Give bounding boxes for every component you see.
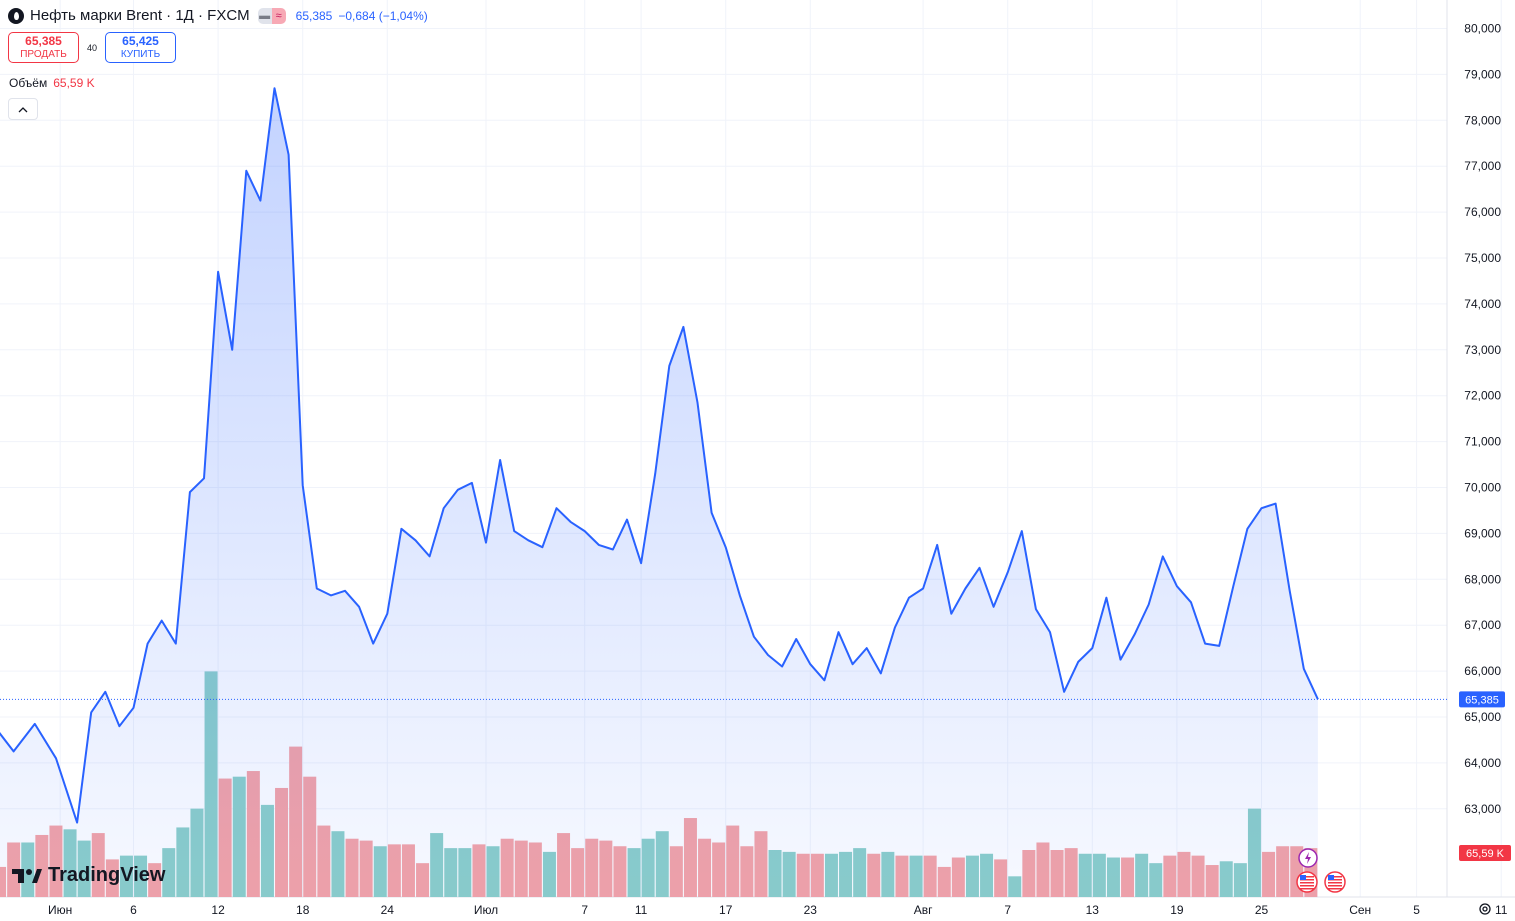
y-tick-label: 71,000 [1464,435,1501,449]
y-tick-label: 64,000 [1464,756,1501,770]
x-tick-label: 13 [1086,903,1100,917]
x-tick-label: 7 [1004,903,1011,917]
sell-label: ПРОДАТЬ [20,48,67,60]
y-tick-label: 73,000 [1464,343,1501,357]
y-tick-label: 72,000 [1464,389,1501,403]
x-tick-label: 6 [130,903,137,917]
y-tick-label: 78,000 [1464,113,1501,127]
price-line [0,87,1319,824]
sell-price: 65,385 [25,33,62,48]
y-tick-label: 79,000 [1464,67,1501,81]
y-tick-label: 66,000 [1464,664,1501,678]
y-tick-label: 69,000 [1464,526,1501,540]
last-price: 65,385 [295,8,333,23]
settings-gear-icon[interactable] [1477,901,1493,917]
x-tick-label: 25 [1255,903,1269,917]
axis-price-labels: 65,385 65,59 K [1459,691,1511,861]
x-tick-label: 11 [1495,903,1508,917]
last-volume-label: 65,59 K [1466,848,1505,860]
status-pill[interactable]: ▬ ≈ [257,7,286,24]
x-tick-label: 23 [804,903,818,917]
spread-value: 40 [86,42,97,53]
tradingview-logo[interactable]: TradingView [12,864,165,887]
price-area [0,88,1318,897]
y-tick-label: 68,000 [1464,572,1501,586]
x-tick-label: 18 [296,903,310,917]
symbol-title[interactable]: Нефть марки Brent · 1Д · FXCM [30,7,250,24]
y-tick-label: 80,000 [1464,22,1501,36]
y-axis[interactable]: 80,000 79,000 78,000 77,000 76,000 75,000 74,0… [1464,22,1501,816]
buy-button[interactable]: 65,425 КУПИТЬ [105,32,176,63]
x-tick-label: 17 [719,903,733,917]
sell-button[interactable]: 65,385 ПРОДАТЬ [8,32,79,63]
y-tick-label: 70,000 [1464,481,1501,495]
x-tick-label: Июн [48,903,72,917]
y-tick-label: 77,000 [1464,159,1501,173]
chevron-up-icon [18,106,28,112]
trade-buttons: 65,385 ПРОДАТЬ 40 65,425 КУПИТЬ [8,32,176,63]
x-tick-label: 5 [1413,903,1420,917]
market-closed-icon[interactable]: ▬ [257,7,272,24]
buy-label: КУПИТЬ [120,48,161,60]
lightning-event-icon[interactable] [1298,848,1318,868]
y-tick-label: 63,000 [1464,802,1501,816]
price-change: −0,684 (−1,04%) [338,8,428,23]
x-tick-label: 12 [211,903,225,917]
volume-label: Объём [9,76,48,90]
us-flag-event-icon[interactable] [1296,871,1318,893]
collapse-legend-button[interactable] [8,98,38,120]
last-volume-label-bg [1459,845,1511,861]
last-price-label: 65,385 [1465,694,1499,706]
x-tick-label: 11 [635,903,648,917]
y-tick-label: 75,000 [1464,251,1501,265]
buy-price: 65,425 [122,33,159,48]
symbol-header: Нефть марки Brent · 1Д · FXCM ▬ ≈ 65,385… [8,7,428,24]
y-tick-label: 76,000 [1464,205,1501,219]
x-tick-label: Июл [474,903,498,917]
event-markers[interactable] [1296,848,1346,893]
x-tick-label: Сен [1349,903,1371,917]
y-tick-label: 67,000 [1464,618,1501,632]
us-flag-event-icon[interactable] [1324,871,1346,893]
tradingview-mark-icon [12,868,42,883]
x-tick-label: 24 [381,903,395,917]
y-tick-label: 74,000 [1464,297,1501,311]
x-axis[interactable]: Июн6121824Июл7111723Авг7131925Сен5111723… [48,903,1515,917]
delayed-data-icon[interactable]: ≈ [271,7,286,24]
volume-legend[interactable]: Объём 65,59 K [9,76,95,90]
y-tick-label: 65,000 [1464,710,1501,724]
x-tick-label: 19 [1170,903,1184,917]
volume-value: 65,59 K [53,76,95,90]
last-price-label-bg [1459,691,1505,708]
oil-drop-icon [8,7,24,24]
x-tick-label: Авг [914,903,933,917]
x-tick-label: 7 [581,903,588,917]
logo-text: TradingView [48,864,166,886]
